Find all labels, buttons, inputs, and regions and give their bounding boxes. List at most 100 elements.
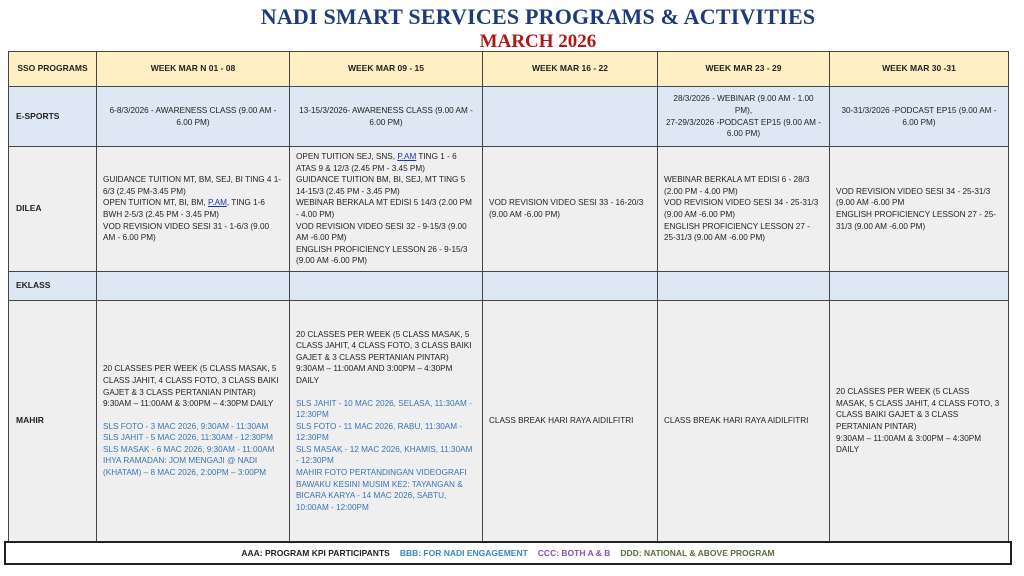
activity-text: SLS MASAK - 12 MAC 2026, KHAMIS, 11:30AM… (296, 444, 473, 466)
activity-line: 9:30AM – 11:00AM & 3:00PM – 4:30PM DAILY (103, 398, 283, 410)
activity-line: CLASS BREAK HARI RAYA AIDILFITRI (489, 415, 651, 427)
activity-text: MAHIR FOTO PERTANDINGAN VIDEOGRAFI BAWAK… (296, 468, 467, 512)
program-name: DILEA (8, 146, 97, 272)
activity-text: CLASS BREAK HARI RAYA AIDILFITRI (664, 416, 809, 426)
programs-header: SSO PROGRAMS (8, 51, 97, 87)
activity-text: 13-15/3/2026- AWARENESS CLASS (9.00 AM -… (299, 105, 473, 127)
spacer (103, 410, 283, 421)
schedule-table: SSO PROGRAMS WEEK MAR N 01 - 08 WEEK MAR 0… (8, 51, 1009, 542)
activity-text: 30-31/3/2026 -PODCAST EP15 (9.00 AM - 6.… (841, 105, 997, 127)
activity-text: SLS JAHIT - 5 MAC 2026, 11:30AM - 12:30P… (103, 433, 273, 443)
schedule-cell (829, 271, 1009, 301)
program-name: MAHIR (8, 300, 97, 542)
activity-line: WEBINAR BERKALA MT EDISI 5 14/3 (2.00 PM… (296, 197, 476, 220)
schedule-cell: GUIDANCE TUITION MT, BM, SEJ, BI TING 4 … (96, 146, 290, 272)
activity-text: OPEN TUITION SEJ, SNS, (296, 152, 398, 162)
activity-text: 6-8/3/2026 - AWARENESS CLASS (9.00 AM - … (109, 105, 277, 127)
activity-text: GUIDANCE TUITION BM, BI, SEJ, MT TING 5 … (296, 175, 466, 196)
activity-text: SLS FOTO - 3 MAC 2026, 9:30AM - 11:30AM (103, 421, 269, 431)
schedule-cell: 13-15/3/2026- AWARENESS CLASS (9.00 AM -… (289, 86, 483, 147)
activity-line: IHYA RAMADAN: JOM MENGAJI @ NADI (KHATAM… (103, 455, 283, 478)
schedule-cell: VOD REVISION VIDEO SESI 34 - 25-31/3 (9.… (829, 146, 1009, 272)
activity-text: 20 CLASSES PER WEEK (5 CLASS MASAK, 5 CL… (836, 387, 1000, 431)
schedule-cell: OPEN TUITION SEJ, SNS, P.AM TING 1 - 6 A… (289, 146, 483, 272)
activity-line: VOD REVISION VIDEO SESI 31 - 1-6/3 (9.00… (103, 221, 283, 244)
activity-text: 20 CLASSES PER WEEK (5 CLASS MASAK, 5 CL… (296, 329, 472, 362)
activity-text: 20 CLASSES PER WEEK (5 CLASS MASAK, 5 CL… (103, 364, 279, 397)
activity-text: VOD REVISION VIDEO SESI 33 - 16-20/3 (9.… (489, 198, 644, 219)
activity-line: 28/3/2026 - WEBINAR (9.00 AM - 1.00 PM), (664, 93, 823, 116)
activity-text: TING 1 - 6 ATAS 9 & 12/3 (2.45 PM - 3.45… (296, 152, 457, 173)
activity-text: 9:30AM – 11:00AM & 3:00PM – 4:30PM DAILY (836, 433, 982, 455)
pam-link[interactable]: P.AM (207, 198, 227, 208)
schedule-cell (96, 271, 290, 301)
schedule-cell: 28/3/2026 - WEBINAR (9.00 AM - 1.00 PM),… (657, 86, 830, 147)
header-row: SSO PROGRAMS WEEK MAR N 01 - 08 WEEK MAR 0… (8, 51, 1009, 87)
activity-line: SLS FOTO - 3 MAC 2026, 9:30AM - 11:30AM (103, 421, 283, 433)
activity-line: ENGLISH PROFICIENCY LESSON 26 - 9-15/3 (… (296, 244, 476, 267)
activity-line: WEBINAR BERKALA MT EDISI 6 - 28/3 (2.00 … (664, 174, 823, 197)
activity-line: 20 CLASSES PER WEEK (5 CLASS MASAK, 5 CL… (103, 363, 283, 398)
program-row-mahir: MAHIR 20 CLASSES PER WEEK (5 CLASS MASAK,… (8, 300, 1009, 542)
program-row-dilea: DILEA GUIDANCE TUITION MT, BM, SEJ, BI TI… (8, 146, 1009, 272)
activity-text: SLS FOTO - 11 MAC 2026, RABU, 11:30AM - … (296, 421, 463, 443)
activity-line: 30-31/3/2026 -PODCAST EP15 (9.00 AM - 6.… (836, 105, 1002, 128)
week-header: WEEK MAR N 01 - 08 (96, 51, 290, 87)
activity-text: 9:30AM – 11:00AM & 3:00PM – 4:30PM DAILY (103, 399, 274, 409)
schedule-cell: 30-31/3/2026 -PODCAST EP15 (9.00 AM - 6.… (829, 86, 1009, 147)
activity-line: SLS JAHIT - 10 MAC 2026, SELASA, 11:30AM… (296, 398, 476, 421)
activity-text: OPEN TUITION MT, BI, BM, (103, 198, 208, 208)
activity-line: 20 CLASSES PER WEEK (5 CLASS MASAK, 5 CL… (296, 329, 476, 364)
legend-item: AAA: PROGRAM KPI PARTICIPANTS (241, 548, 390, 558)
schedule-cell: 20 CLASSES PER WEEK (5 CLASS MASAK, 5 CL… (289, 300, 483, 542)
activity-text: VOD REVISION VIDEO SESI 31 - 1-6/3 (9.00… (103, 221, 270, 243)
schedule-cell: WEBINAR BERKALA MT EDISI 6 - 28/3 (2.00 … (657, 146, 830, 272)
activity-line: 20 CLASSES PER WEEK (5 CLASS MASAK, 5 CL… (836, 386, 1002, 432)
schedule-cell (482, 271, 658, 301)
schedule-cell (657, 271, 830, 301)
activity-line: MAHIR FOTO PERTANDINGAN VIDEOGRAFI BAWAK… (296, 467, 476, 513)
activity-text: SLS JAHIT - 10 MAC 2026, SELASA, 11:30AM… (296, 398, 472, 420)
activity-line: VOD REVISION VIDEO SESI 33 - 16-20/3 (9.… (489, 197, 651, 220)
schedule-cell (482, 86, 658, 147)
activity-line: VOD REVISION VIDEO SESI 34 - 25-31/3 (9.… (836, 186, 1002, 209)
schedule-cell (289, 271, 483, 301)
activity-line: ENGLISH PROFICIENCY LESSON 27 - 25-31/3 … (836, 209, 1002, 232)
activity-line: SLS JAHIT - 5 MAC 2026, 11:30AM - 12:30P… (103, 432, 283, 444)
legend: AAA: PROGRAM KPI PARTICIPANTS BBB: FOR NA… (4, 541, 1012, 565)
activity-line: SLS MASAK - 12 MAC 2026, KHAMIS, 11:30AM… (296, 444, 476, 467)
activity-text: WEBINAR BERKALA MT EDISI 5 14/3 (2.00 PM… (296, 198, 472, 219)
schedule-cell: 20 CLASSES PER WEEK (5 CLASS MASAK, 5 CL… (829, 300, 1009, 542)
pam-link[interactable]: P.AM (397, 152, 417, 162)
schedule-cell: 6-8/3/2026 - AWARENESS CLASS (9.00 AM - … (96, 86, 290, 147)
activity-text: WEBINAR BERKALA MT EDISI 6 - 28/3 (2.00 … (664, 175, 810, 196)
week-header: WEEK MAR 30 -31 (829, 51, 1009, 87)
activity-text: CLASS BREAK HARI RAYA AIDILFITRI (489, 416, 634, 426)
program-row-eklass: EKLASS (8, 271, 1009, 301)
schedule-cell: VOD REVISION VIDEO SESI 33 - 16-20/3 (9.… (482, 146, 658, 272)
week-header: WEEK MAR 09 - 15 (289, 51, 483, 87)
activity-line: OPEN TUITION MT, BI, BM, P.AM, TING 1-6 … (103, 197, 283, 220)
week-header: WEEK MAR 16 - 22 (482, 51, 658, 87)
page-title: NADI SMART SERVICES PROGRAMS & ACTIVITIE… (260, 4, 816, 29)
program-name: E-SPORTS (8, 86, 97, 147)
activity-text: VOD REVISION VIDEO SESI 32 - 9-15/3 (9.0… (296, 221, 467, 243)
activity-text: SLS MASAK - 6 MAC 2026, 9:30AM - 11:00AM (103, 444, 275, 454)
activity-text: IHYA RAMADAN: JOM MENGAJI @ NADI (KHATAM… (103, 456, 267, 478)
activity-text: GUIDANCE TUITION MT, BM, SEJ, BI TING 4 … (103, 175, 282, 196)
page-subtitle: MARCH 2026 (479, 31, 597, 52)
program-name: EKLASS (8, 271, 97, 301)
activity-text: ENGLISH PROFICIENCY LESSON 26 - 9-15/3 (… (296, 244, 468, 266)
activity-text: ENGLISH PROFICIENCY LESSON 27 - 25-31/3 … (664, 221, 810, 243)
activity-line: ENGLISH PROFICIENCY LESSON 27 - 25-31/3 … (664, 221, 823, 244)
activity-text: , TING 1-6 BWH 2-5/3 (2.45 PM - 3.45 PM) (103, 198, 265, 219)
activity-line: SLS MASAK - 6 MAC 2026, 9:30AM - 11:00AM (103, 444, 283, 456)
activity-line: VOD REVISION VIDEO SESI 32 - 9-15/3 (9.0… (296, 221, 476, 244)
week-header: WEEK MAR 23 - 29 (657, 51, 830, 87)
legend-item: DDD: NATIONAL & ABOVE PROGRAM (620, 548, 775, 558)
activity-line: GUIDANCE TUITION BM, BI, SEJ, MT TING 5 … (296, 174, 476, 197)
schedule-cell: CLASS BREAK HARI RAYA AIDILFITRI (482, 300, 658, 542)
activity-text: ENGLISH PROFICIENCY LESSON 27 - 25-31/3 … (836, 210, 997, 231)
activity-text: VOD REVISION VIDEO SESI 34 - 25-31/3 (9.… (836, 186, 991, 208)
activity-line: OPEN TUITION SEJ, SNS, P.AM TING 1 - 6 A… (296, 151, 476, 174)
